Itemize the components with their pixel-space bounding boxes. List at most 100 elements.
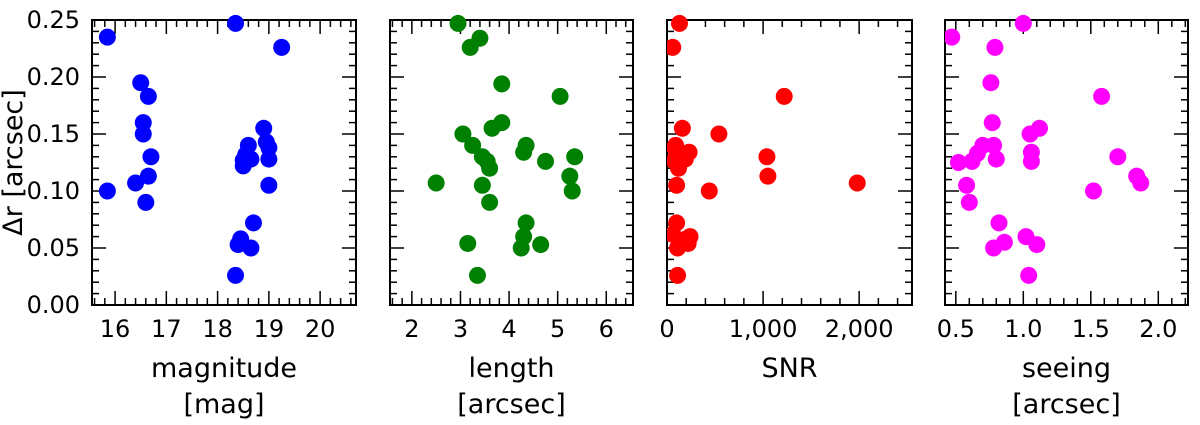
plot-frame <box>91 19 357 306</box>
data-point <box>481 193 499 211</box>
data-point <box>667 38 682 56</box>
data-point <box>995 233 1013 251</box>
x-tick-label: 1.5 <box>1072 315 1110 343</box>
data-point <box>982 74 1000 92</box>
data-point <box>669 266 687 284</box>
x-tick-label: 18 <box>202 315 233 343</box>
plot-frame <box>944 19 1189 306</box>
x-tick-label: 0.5 <box>937 315 975 343</box>
data-point <box>667 225 682 243</box>
data-point <box>532 236 550 254</box>
data-point <box>134 125 152 143</box>
panel-2: 2 3 4 5 6 length [arcsec] <box>389 14 634 420</box>
data-point <box>958 176 976 194</box>
plot-frame <box>666 19 913 306</box>
data-point <box>945 28 961 46</box>
x-tick-label: 17 <box>151 315 182 343</box>
data-point <box>681 228 699 246</box>
x-tick-label: 6 <box>599 315 614 343</box>
data-point <box>468 266 486 284</box>
data-point <box>1132 174 1150 192</box>
data-point <box>239 136 257 154</box>
data-point <box>759 167 777 185</box>
y-tick-label: 0.10 <box>27 177 80 205</box>
data-point <box>515 228 533 246</box>
x-tick-label: 20 <box>305 315 336 343</box>
data-point <box>960 193 978 211</box>
x-tick-label: 16 <box>100 315 131 343</box>
x-tick-label: 19 <box>254 315 285 343</box>
data-point <box>517 214 535 232</box>
data-point <box>273 38 291 56</box>
x-tick-label: 2,000 <box>825 315 894 343</box>
x-axis-unit-label: [arcsec] <box>457 389 566 420</box>
data-point <box>758 148 776 166</box>
data-point <box>260 176 278 194</box>
data-point <box>775 87 793 105</box>
data-point <box>464 136 482 154</box>
data-point <box>990 214 1008 232</box>
data-point <box>260 150 278 168</box>
y-tick-label: 0.00 <box>27 291 80 319</box>
data-points <box>945 14 1150 284</box>
data-point <box>459 234 477 252</box>
data-point <box>242 150 260 168</box>
y-tick-label: 0.05 <box>27 234 80 262</box>
data-point <box>139 87 157 105</box>
data-point <box>493 75 511 93</box>
data-point <box>1085 182 1102 200</box>
panel-3: 0 1,000 2,000 SNR <box>659 14 913 384</box>
data-point <box>473 176 491 194</box>
data-point <box>985 136 1003 154</box>
data-point <box>449 14 467 32</box>
data-point <box>127 174 145 192</box>
data-point <box>983 114 1001 132</box>
data-point <box>98 28 116 46</box>
y-tick-label: 0.15 <box>27 120 80 148</box>
data-point <box>986 38 1004 56</box>
data-point <box>139 167 157 185</box>
data-point <box>98 182 116 200</box>
y-tick-label: 0.25 <box>27 6 80 34</box>
data-point <box>255 119 273 137</box>
data-points <box>667 14 866 284</box>
data-point <box>493 114 511 132</box>
data-point <box>427 174 445 192</box>
data-point <box>481 159 499 177</box>
x-tick-label: 0 <box>659 315 674 343</box>
data-points <box>427 14 584 284</box>
x-tick-label: 2.0 <box>1139 315 1177 343</box>
data-point <box>142 148 160 166</box>
data-point <box>517 136 535 154</box>
x-axis-label: SNR <box>761 353 817 384</box>
data-point <box>1022 152 1040 170</box>
data-point <box>1109 148 1127 166</box>
data-point <box>1028 236 1046 254</box>
data-point <box>563 182 581 200</box>
data-point <box>1031 119 1048 137</box>
data-point <box>137 193 155 211</box>
data-point <box>454 125 472 143</box>
x-axis-label: seeing <box>1022 353 1111 384</box>
data-point <box>1014 14 1032 32</box>
data-point <box>710 125 728 143</box>
data-point <box>227 14 245 32</box>
data-point <box>1020 266 1038 284</box>
x-tick-label: 2 <box>404 315 419 343</box>
data-points <box>98 14 291 284</box>
x-tick-label: 4 <box>501 315 516 343</box>
x-tick-label: 1,000 <box>729 315 798 343</box>
data-point <box>848 174 866 192</box>
data-point <box>537 152 555 170</box>
data-point <box>227 266 245 284</box>
data-point <box>561 167 579 185</box>
panel-4: 0.5 1.0 1.5 2.0 seeing [arcsec] <box>937 14 1189 420</box>
x-tick-label: 3 <box>453 315 468 343</box>
x-tick-label: 1.0 <box>1004 315 1042 343</box>
data-point <box>551 87 569 105</box>
data-point <box>242 239 260 257</box>
plot-frame <box>389 19 634 306</box>
data-point <box>700 182 718 200</box>
